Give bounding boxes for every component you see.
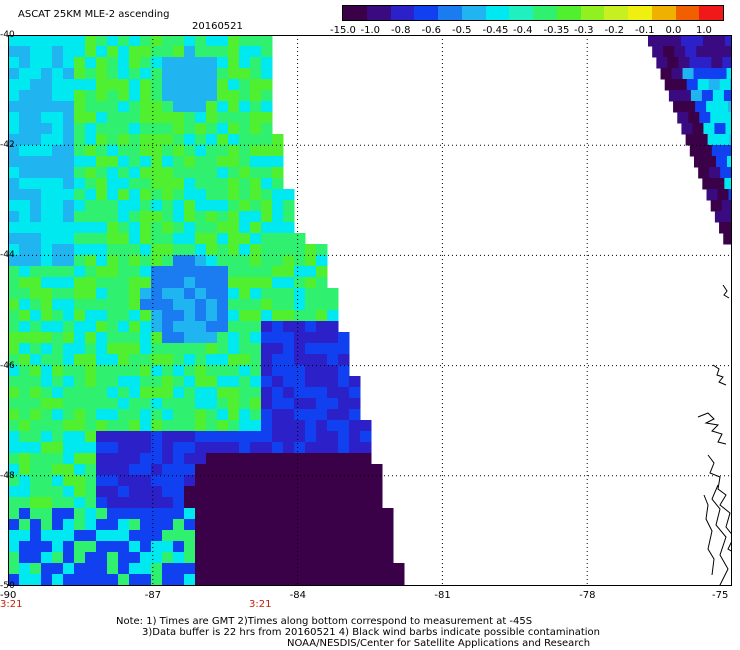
colorbar (342, 5, 724, 21)
colorbar-swatch (509, 6, 533, 20)
colorbar-label: 0.0 (665, 25, 682, 36)
colorbar-swatch (651, 6, 676, 20)
chart-title: ASCAT 25KM MLE-2 ascending (18, 9, 170, 20)
colorbar-label: 1.0 (696, 25, 712, 36)
colorbar-swatch (414, 6, 438, 20)
lon-tick-label: -81 (434, 590, 451, 601)
time-label-mid: 3:21 (249, 599, 272, 610)
scatterometer-swath-east (648, 35, 732, 245)
colorbar-label: -0.3 (574, 25, 594, 36)
colorbar-swatch (461, 6, 486, 20)
lon-tick-label: -90 (0, 590, 17, 601)
lon-tick-label: -87 (144, 590, 162, 601)
colorbar-swatch (580, 6, 605, 20)
plot-frame (8, 35, 732, 586)
lon-tick-label: -84 (289, 590, 306, 601)
lat-tick-label: -44 (0, 250, 15, 261)
colorbar-swatch (533, 6, 557, 20)
lat-lon-grid (8, 35, 732, 586)
colorbar-swatch (343, 6, 367, 20)
lat-tick-label: -42 (0, 140, 15, 151)
colorbar-swatch (438, 6, 462, 20)
colorbar-label: -0.6 (421, 25, 442, 36)
colorbar-label: -0.8 (391, 25, 411, 36)
note-line-1: Note: 1) Times are GMT 2)Times along bot… (116, 616, 533, 627)
scatterometer-swath (8, 35, 405, 586)
colorbar-swatch (556, 6, 581, 20)
map-plot (8, 35, 732, 586)
colorbar-label: -0.1 (635, 25, 655, 36)
lon-tick-label: -78 (579, 590, 596, 601)
colorbar-swatch (485, 6, 510, 20)
time-label-left: 3:21 (0, 599, 23, 610)
note-line-2: 3)Data buffer is 22 hrs from 20160521 4)… (142, 627, 600, 638)
colorbar-label: -0.2 (604, 25, 625, 36)
coastline (697, 284, 732, 586)
lat-tick-label: -50 (0, 581, 15, 591)
colorbar-label: -15.0 (330, 25, 356, 36)
colorbar-label: -0.35 (543, 25, 570, 36)
colorbar-swatch (366, 6, 391, 20)
lat-tick-label: -40 (0, 30, 15, 40)
colorbar-label: -1.0 (360, 25, 381, 36)
colorbar-swatch (390, 6, 415, 20)
colorbar-swatch (699, 6, 723, 20)
lat-tick-label: -46 (0, 360, 15, 371)
chart-date: 20160521 (192, 21, 243, 32)
colorbar-swatch (675, 6, 700, 20)
lat-tick-label: -48 (0, 470, 15, 481)
colorbar-label: -0.5 (452, 25, 472, 36)
lon-tick-label: -75 (712, 590, 729, 601)
note-line-3: NOAA/NESDIS/Center for Satellite Applica… (287, 638, 591, 649)
footnotes: Note: 1) Times are GMT 2)Times along bot… (116, 616, 600, 649)
colorbar-label: -0.4 (513, 25, 533, 36)
colorbar-swatch (604, 6, 628, 20)
colorbar-swatch (628, 6, 652, 20)
colorbar-label: -0.45 (482, 25, 509, 36)
